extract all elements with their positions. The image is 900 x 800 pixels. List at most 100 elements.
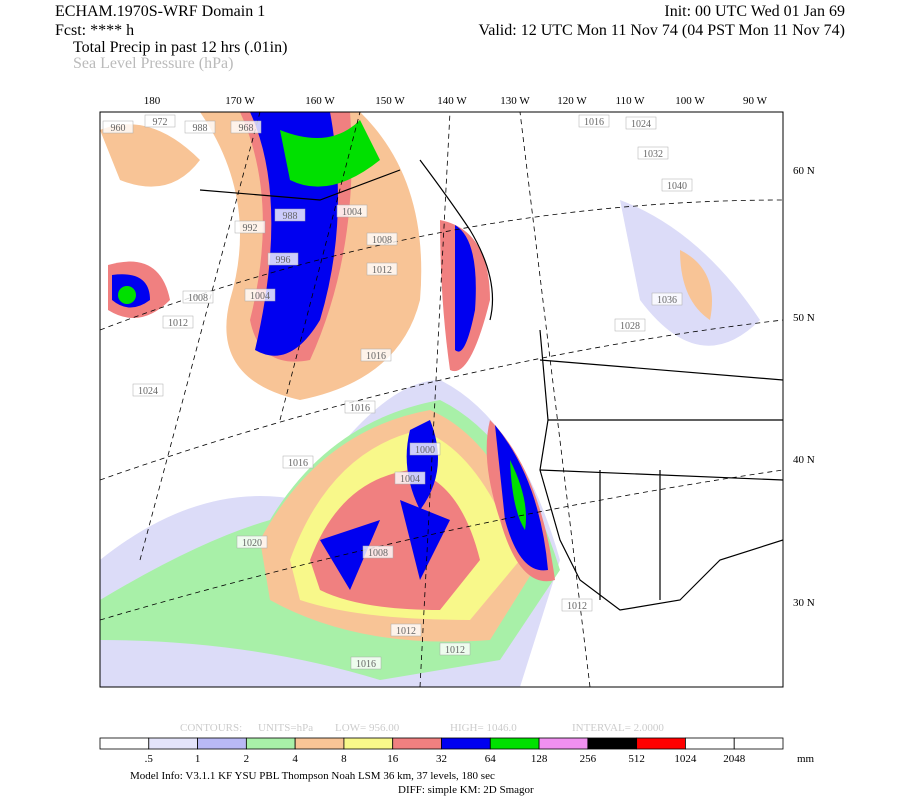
legend-label: 512 <box>628 753 645 765</box>
label-box <box>132 383 164 397</box>
pressure-label: 1024 <box>631 119 651 130</box>
field-name: Sea Level Pressure (hPa) <box>73 55 233 72</box>
field-name: Total Precip in past 12 hrs (.01in) <box>73 39 287 56</box>
label-box <box>614 318 646 332</box>
pressure-label: 1008 <box>188 293 208 304</box>
pressure-label: 1012 <box>567 601 587 612</box>
legend-label: 256 <box>580 753 597 765</box>
lon-label: 170 W <box>225 95 255 107</box>
legend-swatch <box>636 737 686 750</box>
pressure-label: 1012 <box>372 265 392 276</box>
pressure-label: 972 <box>153 117 168 128</box>
label-box <box>102 120 134 134</box>
pressure-label: 1008 <box>368 548 388 559</box>
pressure-label: 1024 <box>138 386 158 397</box>
lon-label: 120 W <box>557 95 587 107</box>
lon-label: 110 W <box>615 95 645 107</box>
lon-label: 150 W <box>375 95 405 107</box>
pressure-label: 1016 <box>356 659 376 670</box>
lon-label: 160 W <box>305 95 335 107</box>
pressure-label: 1016 <box>350 403 370 414</box>
lat-label: 50 N <box>793 312 815 324</box>
forecast-hour: Fcst: **** h <box>55 22 134 39</box>
lon-label: 90 W <box>743 95 768 107</box>
label-box <box>409 442 441 456</box>
contour-interval: INTERVAL= 2.0000 <box>572 722 664 734</box>
label-box <box>651 292 683 306</box>
label-box <box>344 400 376 414</box>
lon-label: 140 W <box>437 95 467 107</box>
label-box <box>184 120 216 134</box>
contour-label: CONTOURS: <box>180 722 242 734</box>
legend-swatch <box>685 737 735 750</box>
pressure-label: 1004 <box>250 291 270 302</box>
lon-label: 180 <box>144 95 161 107</box>
diff-info: DIFF: simple KM: 2D Smagor <box>398 784 534 796</box>
lat-label: 40 N <box>793 454 815 466</box>
lon-label: 130 W <box>500 95 530 107</box>
legend-label: 4 <box>292 753 298 765</box>
pressure-label: 1016 <box>288 458 308 469</box>
legend-label: 2 <box>244 753 250 765</box>
label-box <box>394 471 426 485</box>
label-box <box>350 656 382 670</box>
contour-high: HIGH= 1046.0 <box>450 722 517 734</box>
label-box <box>637 146 669 160</box>
label-box <box>362 545 394 559</box>
label-box <box>625 116 657 130</box>
label-box <box>366 262 398 276</box>
legend-label: 32 <box>436 753 447 765</box>
legend-label: 2048 <box>723 753 746 765</box>
label-box <box>561 598 593 612</box>
legend-swatch <box>294 737 345 750</box>
legend-swatch <box>587 737 638 750</box>
lat-label: 60 N <box>793 165 815 177</box>
pressure-label: 996 <box>276 255 291 266</box>
pressure-label: 1012 <box>168 318 188 329</box>
init-time: Init: 00 UTC Wed 01 Jan 69 <box>664 3 845 20</box>
lon-label: 100 W <box>675 95 705 107</box>
lat-label: 30 N <box>793 597 815 609</box>
legend-swatch <box>538 737 589 750</box>
legend-swatch <box>392 737 442 750</box>
legend-swatch <box>733 737 784 750</box>
pressure-label: 1020 <box>242 538 262 549</box>
label-box <box>336 204 368 218</box>
title: ECHAM.1970S-WRF Domain 1 <box>55 3 265 20</box>
model-info: Model Info: V3.1.1 KF YSU PBL Thompson N… <box>130 770 495 782</box>
label-box <box>182 290 214 304</box>
legend-swatch <box>99 737 150 750</box>
label-box <box>144 114 176 128</box>
pressure-label: 960 <box>111 123 126 134</box>
pressure-label: 1004 <box>342 207 362 218</box>
legend-label: 1 <box>195 753 201 765</box>
label-box <box>366 232 398 246</box>
pressure-label: 988 <box>193 123 208 134</box>
pressure-label: 1008 <box>372 235 392 246</box>
pressure-label: 968 <box>239 123 254 134</box>
contour-units: UNITS=hPa <box>258 722 313 734</box>
legend-label: .5 <box>145 753 154 765</box>
label-box <box>234 220 266 234</box>
pressure-label: 1000 <box>415 445 435 456</box>
label-box <box>439 642 471 656</box>
label-box <box>267 252 299 266</box>
legend-unit: mm <box>797 753 815 765</box>
valid-time: Valid: 12 UTC Mon 11 Nov 74 (04 PST Mon … <box>478 22 845 39</box>
label-box <box>282 455 314 469</box>
legend-label: 8 <box>341 753 347 765</box>
legend-swatch <box>489 737 540 750</box>
pressure-label: 1032 <box>643 149 663 160</box>
legend-label: 1024 <box>674 753 697 765</box>
legend-swatch <box>441 737 491 750</box>
contour-info: CONTOURS: UNITS=hPa LOW= 956.00 HIGH= 10… <box>180 722 664 734</box>
label-box <box>360 348 392 362</box>
pressure-label: 1036 <box>657 295 677 306</box>
label-box <box>578 114 610 128</box>
legend-swatch <box>245 737 296 750</box>
legend-swatch <box>197 737 247 750</box>
contour-low: LOW= 956.00 <box>335 722 400 734</box>
label-box <box>162 315 194 329</box>
legend-label: 128 <box>531 753 548 765</box>
legend-swatch <box>343 737 394 750</box>
